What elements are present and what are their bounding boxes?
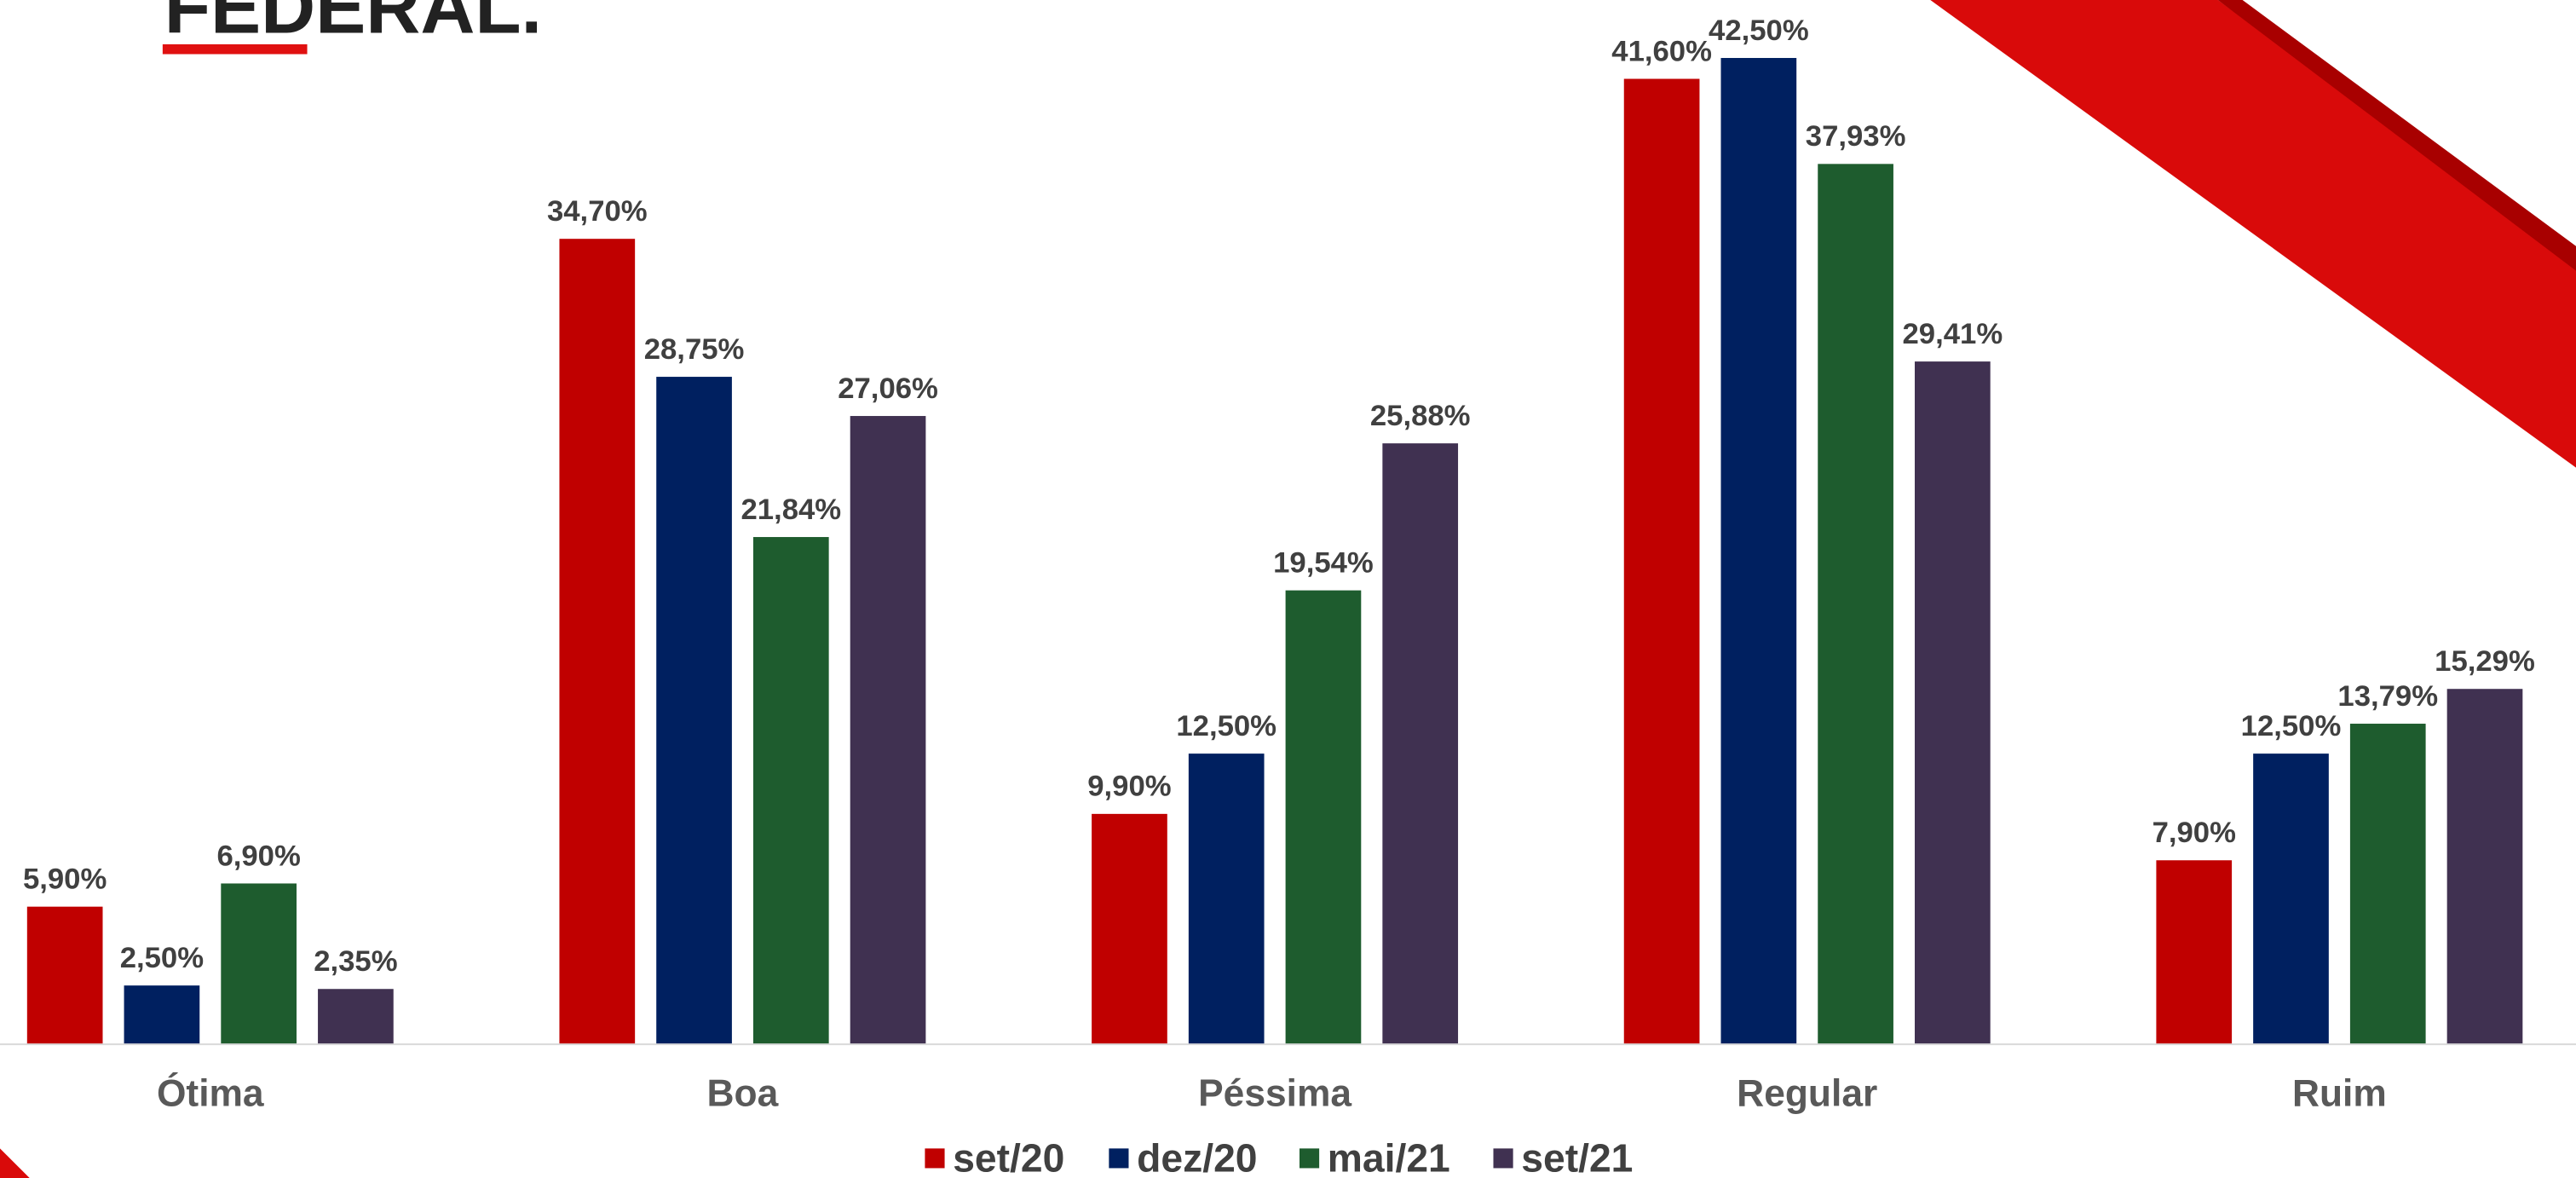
data-label: 5,90% bbox=[23, 863, 107, 896]
bar bbox=[752, 537, 829, 1044]
bar bbox=[1720, 58, 1797, 1044]
bar bbox=[559, 239, 636, 1044]
legend-label: mai/21 bbox=[1328, 1135, 1450, 1178]
data-label: 29,41% bbox=[1903, 318, 2003, 350]
data-label: 6,90% bbox=[216, 840, 300, 872]
bar bbox=[1818, 164, 1893, 1044]
bar bbox=[26, 906, 103, 1044]
legend-swatch bbox=[1493, 1148, 1513, 1169]
bar bbox=[1285, 590, 1362, 1044]
data-label: 7,90% bbox=[2152, 817, 2236, 849]
data-label: 15,29% bbox=[2435, 645, 2535, 678]
bar bbox=[318, 989, 394, 1044]
data-label: 12,50% bbox=[1176, 710, 1276, 742]
bar bbox=[124, 985, 200, 1044]
data-label: 19,54% bbox=[1273, 546, 1374, 579]
data-label: 27,06% bbox=[838, 372, 938, 405]
legend-swatch bbox=[925, 1148, 945, 1169]
bar bbox=[1915, 361, 1991, 1044]
bar bbox=[1623, 78, 1700, 1044]
bar bbox=[2349, 724, 2426, 1044]
bar bbox=[850, 416, 926, 1044]
x-tick-label: Ruim bbox=[2292, 1072, 2387, 1114]
data-label: 41,60% bbox=[1611, 35, 1712, 67]
data-label: 34,70% bbox=[547, 195, 648, 228]
data-label: 21,84% bbox=[741, 494, 841, 526]
bar bbox=[1382, 443, 1459, 1044]
x-tick-label: Boa bbox=[707, 1072, 779, 1114]
data-label: 9,90% bbox=[1087, 771, 1171, 803]
data-label: 28,75% bbox=[644, 333, 745, 366]
decor-band bbox=[1930, 0, 2576, 468]
bar bbox=[2156, 860, 2233, 1044]
bar bbox=[2253, 754, 2329, 1044]
bar bbox=[656, 377, 732, 1044]
legend-label: set/20 bbox=[953, 1135, 1064, 1178]
x-tick-label: Ótima bbox=[157, 1071, 264, 1114]
legend-label: set/21 bbox=[1521, 1135, 1633, 1178]
legend-swatch bbox=[1109, 1148, 1129, 1169]
bar bbox=[1188, 754, 1265, 1044]
legend-swatch bbox=[1299, 1148, 1320, 1169]
x-tick-label: Péssima bbox=[1198, 1072, 1351, 1114]
data-label: 12,50% bbox=[2241, 710, 2342, 742]
bar bbox=[1092, 813, 1167, 1044]
data-label: 2,35% bbox=[314, 945, 397, 978]
chart-title: FEDERAL. bbox=[164, 0, 542, 49]
bar bbox=[221, 883, 297, 1044]
legend-label: dez/20 bbox=[1137, 1135, 1257, 1178]
bar bbox=[2446, 689, 2523, 1044]
x-tick-label: Regular bbox=[1737, 1072, 1877, 1114]
data-label: 13,79% bbox=[2337, 680, 2438, 713]
decor-corner bbox=[0, 1148, 30, 1178]
data-label: 42,50% bbox=[1709, 14, 1809, 47]
title-underline bbox=[162, 43, 308, 55]
data-label: 25,88% bbox=[1370, 400, 1471, 432]
data-label: 37,93% bbox=[1806, 120, 1906, 153]
data-label: 2,50% bbox=[120, 942, 204, 974]
